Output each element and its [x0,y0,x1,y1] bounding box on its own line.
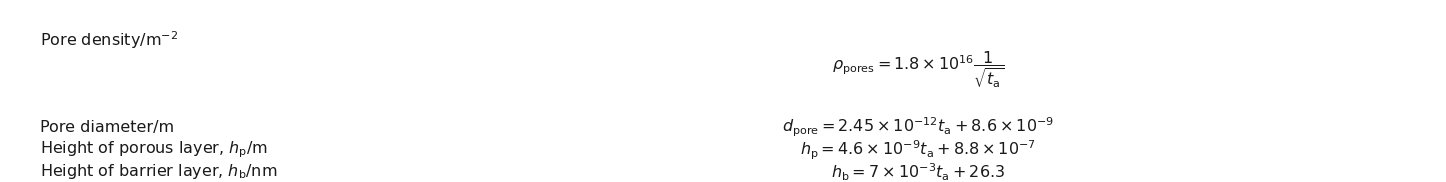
Text: Height of porous layer, $h_{\mathrm{p}}$/m: Height of porous layer, $h_{\mathrm{p}}$… [40,140,269,161]
Text: Pore diameter/m: Pore diameter/m [40,120,175,135]
Text: $h_{\mathrm{b}} = 7 \times 10^{-3}t_{\mathrm{a}} + 26.3$: $h_{\mathrm{b}} = 7 \times 10^{-3}t_{\ma… [831,161,1005,182]
Text: $h_{\mathrm{p}} = 4.6 \times 10^{-9}t_{\mathrm{a}} + 8.8 \times 10^{-7}$: $h_{\mathrm{p}} = 4.6 \times 10^{-9}t_{\… [800,139,1037,162]
Text: $\rho_{\mathrm{pores}} = 1.8 \times 10^{16} \dfrac{1}{\sqrt{t_{\mathrm{a}}}}$: $\rho_{\mathrm{pores}} = 1.8 \times 10^{… [831,49,1005,90]
Text: Height of barrier layer, $h_{\mathrm{b}}$/nm: Height of barrier layer, $h_{\mathrm{b}}… [40,163,278,181]
Text: $d_{\mathrm{pore}} = 2.45 \times 10^{-12}t_{\mathrm{a}} + 8.6 \times 10^{-9}$: $d_{\mathrm{pore}} = 2.45 \times 10^{-12… [782,116,1054,139]
Text: Pore density/m$^{-2}$: Pore density/m$^{-2}$ [40,29,179,51]
